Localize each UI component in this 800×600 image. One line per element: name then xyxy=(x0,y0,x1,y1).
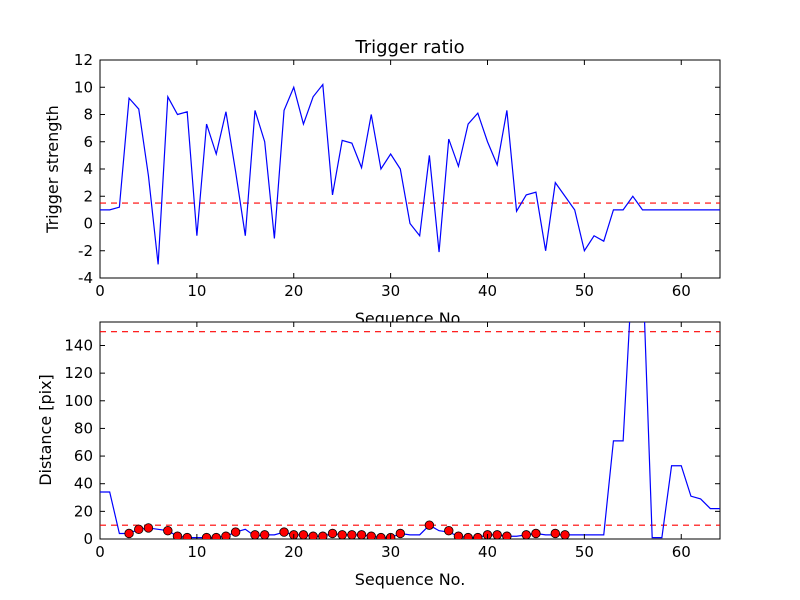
bottom-x-tick-label: 60 xyxy=(672,543,691,561)
bottom-marker-point xyxy=(124,528,134,539)
bottom-plot-area: 0 10 20 30 40 50 60 0 20 40 60 80 100 120 140 xyxy=(64,321,721,561)
bottom-series-group xyxy=(100,322,720,539)
bottom-y-tick-label: 40 xyxy=(74,475,93,493)
bottom-marker-point xyxy=(337,530,347,539)
top-y-tick-label: 6 xyxy=(83,133,93,151)
bottom-y-tick-label: 100 xyxy=(64,392,93,410)
top-y-tick-label: 12 xyxy=(74,51,93,69)
bottom-x-tick-label: 30 xyxy=(381,543,400,561)
bottom-marker-point xyxy=(318,531,328,539)
bottom-marker-point xyxy=(279,527,289,537)
bottom-y-tick-label: 120 xyxy=(64,364,93,382)
bottom-marker-point xyxy=(308,531,318,539)
bottom-marker-point xyxy=(221,531,231,539)
bottom-marker-point xyxy=(182,532,192,539)
top-y-axis-label: Trigger strength xyxy=(43,105,62,234)
bottom-marker-point xyxy=(259,530,270,539)
bottom-marker-point xyxy=(298,530,309,539)
bottom-y-tick-label: 60 xyxy=(74,447,93,465)
bottom-marker-point xyxy=(163,526,173,536)
bottom-marker-point xyxy=(211,532,221,539)
top-axes-frame xyxy=(99,59,721,279)
bottom-y-axis-label: Distance [pix] xyxy=(36,374,55,486)
bottom-x-tick-label: 10 xyxy=(187,543,206,561)
top-x-tick-label: 50 xyxy=(575,282,594,300)
bottom-marker-point xyxy=(550,528,561,539)
bottom-marker-point xyxy=(560,530,570,539)
top-x-tick-label: 30 xyxy=(381,282,400,300)
bottom-marker-point xyxy=(347,530,357,539)
bottom-x-tick-label: 50 xyxy=(575,543,594,561)
bottom-marker-point xyxy=(356,530,367,539)
top-x-tick-label: 40 xyxy=(478,282,497,300)
top-x-tick-label: 0 xyxy=(95,282,105,300)
top-y-tick-label: 0 xyxy=(83,215,93,233)
bottom-x-axis-label: Sequence No. xyxy=(355,570,466,589)
bottom-marker-point xyxy=(492,530,502,539)
bottom-marker-point xyxy=(473,532,483,539)
bottom-axes-frame xyxy=(99,321,721,540)
bottom-y-tick-label: 20 xyxy=(74,502,93,520)
bottom-x-tick-label: 20 xyxy=(284,543,303,561)
top-y-tick-label: 4 xyxy=(83,160,93,178)
top-y-tick-label: 2 xyxy=(83,187,93,205)
bottom-marker-point xyxy=(134,524,144,535)
bottom-marker-point xyxy=(327,528,338,539)
bottom-marker-point xyxy=(521,530,531,539)
bottom-x-tick-label: 40 xyxy=(478,543,497,561)
top-chart-title: Trigger ratio xyxy=(354,37,464,58)
top-x-tick-label: 20 xyxy=(284,282,303,300)
bottom-marker-point xyxy=(172,531,183,539)
bottom-marker-point xyxy=(463,532,473,539)
top-y-tick-label: -4 xyxy=(78,269,93,287)
top-y-tick-label: -2 xyxy=(78,242,93,260)
top-series-line xyxy=(100,82,720,265)
top-x-tick-label: 60 xyxy=(672,282,691,300)
bottom-marker-point xyxy=(531,528,541,539)
distance-panel: Sequence No. Distance [pix] 0 10 20 30 40 50 6… xyxy=(36,321,721,589)
top-y-tick-label: 8 xyxy=(83,106,93,124)
bottom-y-tick-label: 140 xyxy=(64,336,93,354)
bottom-marker-point xyxy=(376,532,386,539)
bottom-marker-point xyxy=(366,531,376,539)
bottom-marker-point xyxy=(502,531,512,539)
bottom-marker-point xyxy=(143,523,154,533)
bottom-marker-point xyxy=(424,520,435,530)
bottom-y-tick-label: 80 xyxy=(74,419,93,437)
top-plot-area: 0 10 20 30 40 50 60 -4 -2 0 2 4 6 8 10 12 xyxy=(74,51,721,300)
bottom-marker-point xyxy=(453,531,464,539)
bottom-marker-point xyxy=(230,527,241,537)
bottom-y-tick-label: 0 xyxy=(83,530,93,548)
top-series-group xyxy=(100,82,720,265)
bottom-x-tick-label: 0 xyxy=(95,543,105,561)
trigger-ratio-panel: Trigger ratio Sequence No. Trigger stren… xyxy=(43,37,721,328)
bottom-marker-point xyxy=(201,532,212,539)
bottom-marker-point xyxy=(250,530,260,539)
bottom-marker-point xyxy=(444,526,454,536)
top-x-tick-label: 10 xyxy=(187,282,206,300)
top-y-tick-label: 10 xyxy=(74,78,93,96)
bottom-marker-point xyxy=(395,528,406,539)
